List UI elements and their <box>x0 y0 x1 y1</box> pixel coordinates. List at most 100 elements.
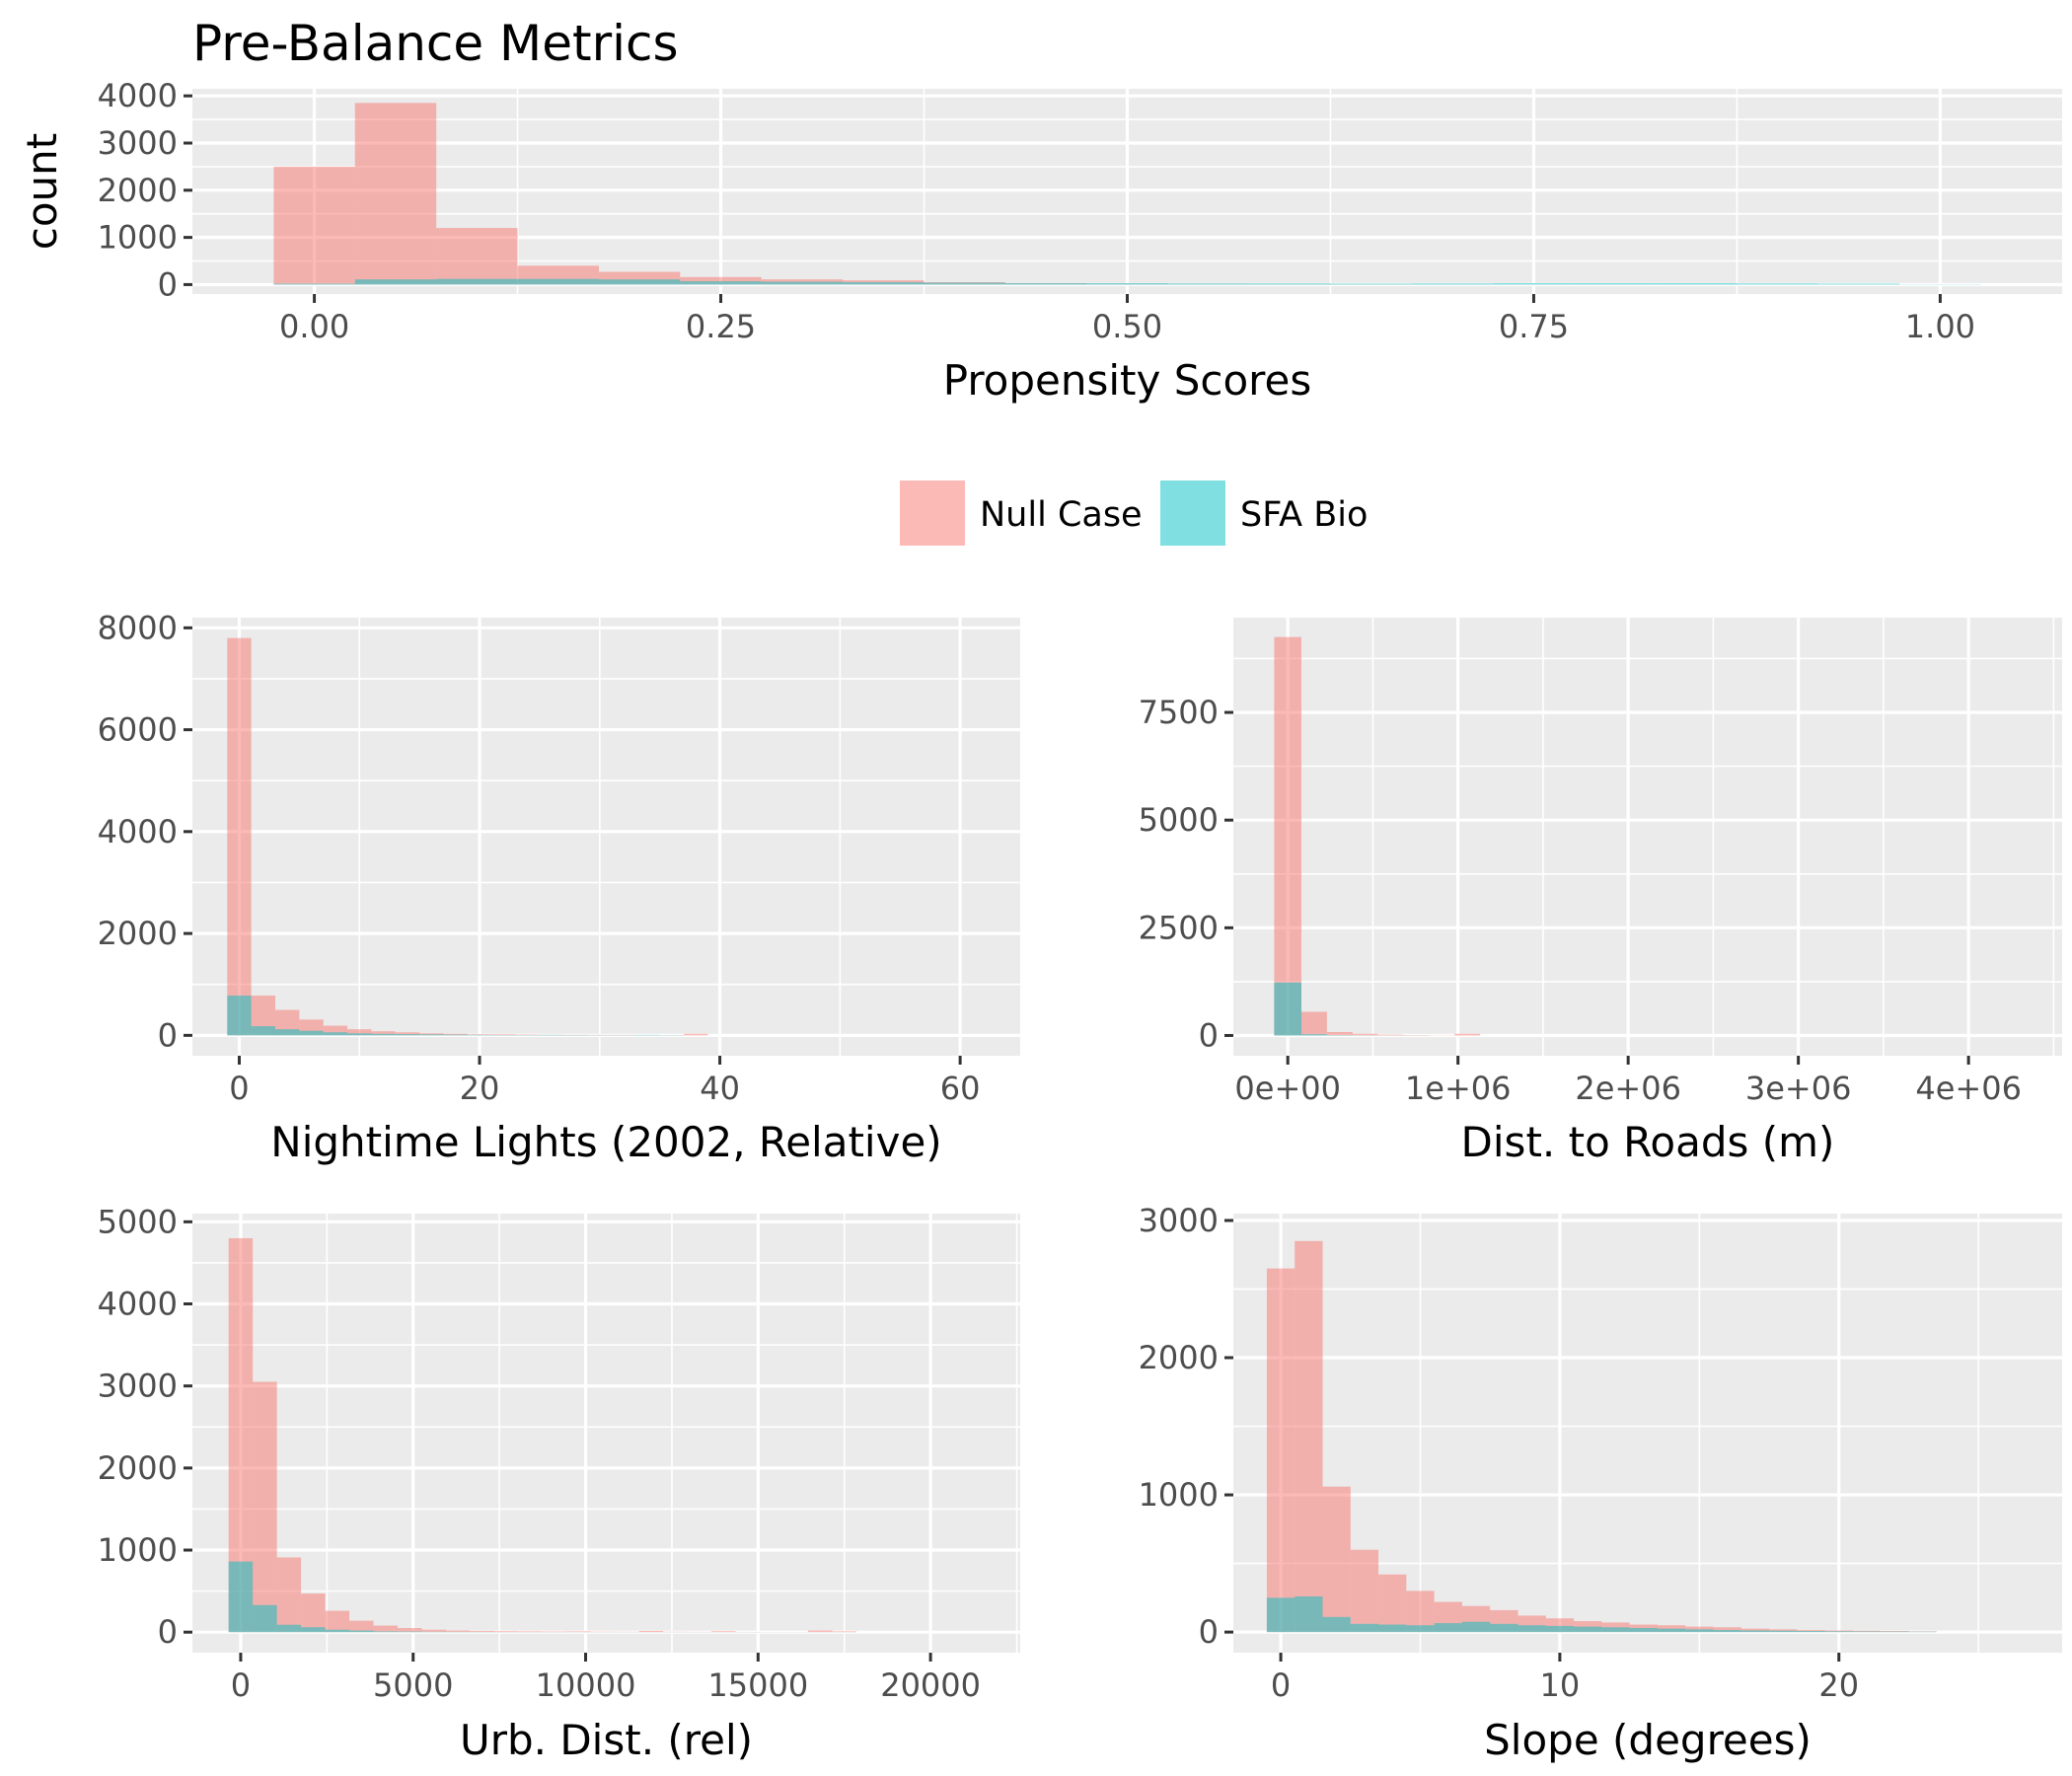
histogram-bar <box>421 1629 446 1633</box>
series-null-case <box>1274 636 1481 1036</box>
y-tick-label: 3000 <box>98 124 178 162</box>
x-tick-label: 0.75 <box>1499 308 1569 345</box>
histogram-bar <box>542 1631 567 1633</box>
histogram-bar <box>539 1034 564 1036</box>
histogram-bar <box>1300 1011 1327 1036</box>
x-tick-label: 0.25 <box>686 308 756 345</box>
y-tick-label: 2000 <box>98 915 178 952</box>
histogram-bar <box>587 1034 612 1036</box>
histogram-bar <box>1824 1631 1853 1633</box>
histogram-bar <box>323 1025 348 1036</box>
histogram-bar <box>419 1033 444 1036</box>
histogram-bar <box>1350 1623 1379 1633</box>
x-tick-label: 5000 <box>373 1666 453 1704</box>
histogram-bar <box>1817 283 1900 285</box>
histogram-bar <box>638 1630 664 1633</box>
x-tick-label: 0.00 <box>279 308 349 345</box>
chart-panels: 0.00 0.25 0.50 0.75 1.0001000200030004000Pro… <box>18 77 2062 1764</box>
x-tick-label: 20 <box>1818 1666 1859 1704</box>
y-tick-label: 1000 <box>1139 1476 1219 1514</box>
histogram-bar <box>467 1034 492 1036</box>
y-tick-label: 5000 <box>1139 801 1219 839</box>
y-tick-label: 1000 <box>98 1531 178 1569</box>
histogram-bar <box>227 996 252 1036</box>
series-sfa-bio <box>227 996 685 1036</box>
histogram-bar <box>325 1610 350 1633</box>
x-axis-title: Nightime Lights (2002, Relative) <box>270 1118 941 1166</box>
y-tick-label: 0 <box>1199 1613 1219 1651</box>
x-tick-label: 60 <box>940 1070 981 1107</box>
x-tick-label: 10 <box>1540 1666 1581 1704</box>
plot-background <box>192 1214 1020 1653</box>
histogram-bar <box>301 1627 326 1633</box>
histogram-bar <box>598 279 681 285</box>
x-tick-label: 0 <box>231 1666 251 1704</box>
histogram-bar <box>1656 283 1738 285</box>
histogram-bar <box>1740 1628 1770 1633</box>
legend: Null Case SFA Bio <box>900 481 1368 546</box>
x-tick-label: 40 <box>700 1070 740 1107</box>
histogram-bar <box>843 282 925 285</box>
histogram-bar <box>443 1034 468 1036</box>
histogram-bar <box>445 1630 471 1633</box>
series-sfa-bio <box>228 1561 856 1633</box>
histogram-bar <box>1326 1031 1353 1036</box>
y-tick-label: 7500 <box>1139 694 1219 731</box>
histogram-bar <box>1377 1034 1404 1036</box>
histogram-bar <box>251 1026 276 1036</box>
histogram-bar <box>470 1630 494 1633</box>
histogram-bar <box>273 166 355 285</box>
histogram-bar <box>1740 1630 1770 1633</box>
histogram-bar <box>1737 283 1818 285</box>
histogram-bar <box>436 228 518 285</box>
histogram-bar <box>611 1034 636 1036</box>
histogram-bar <box>395 1034 420 1036</box>
histogram-bar <box>1004 283 1087 285</box>
histogram-bar <box>1657 1628 1686 1633</box>
y-tick-label: 2000 <box>1139 1339 1219 1376</box>
series-null-case <box>1266 1240 1937 1633</box>
y-axis-title: count <box>18 133 66 251</box>
x-tick-label: 0e+00 <box>1234 1070 1341 1107</box>
y-tick-label: 2000 <box>98 172 178 209</box>
y-tick-label: 4000 <box>98 77 178 114</box>
histogram-bar <box>436 278 518 285</box>
histogram-bar <box>1434 1623 1462 1633</box>
histogram-bar <box>924 282 1005 285</box>
histogram-bar <box>1266 1597 1295 1633</box>
y-tick-label: 3000 <box>1139 1202 1219 1239</box>
histogram-bar <box>398 1631 422 1633</box>
x-tick-label: 20 <box>460 1070 500 1107</box>
histogram-bar <box>1493 283 1575 285</box>
histogram-bar <box>1406 1625 1435 1633</box>
histogram-bar <box>395 1032 420 1036</box>
histogram-bar <box>1274 982 1301 1036</box>
histogram-bar <box>325 1629 350 1633</box>
histogram-bar <box>1352 1033 1378 1036</box>
histogram-bar <box>299 1030 324 1036</box>
histogram-bar <box>566 1631 591 1633</box>
histogram-bar <box>680 281 762 285</box>
y-tick-label: 0 <box>158 1613 178 1651</box>
x-tick-label: 0.50 <box>1092 308 1162 345</box>
histogram-bar <box>1411 283 1494 285</box>
histogram-bar <box>1797 1631 1825 1633</box>
histogram-bar <box>227 637 252 1036</box>
legend-key-null-case <box>900 481 965 546</box>
y-tick-label: 1000 <box>98 219 178 257</box>
histogram-bar <box>276 1624 302 1633</box>
histogram-bar <box>1713 1627 1741 1633</box>
chart-panel-urban: 0 5000 10000 15000 20000 0 1000 2000 3000 4000 500… <box>98 1203 1020 1764</box>
histogram-bar <box>253 1381 277 1633</box>
chart-panel-propensity: 0.00 0.25 0.50 0.75 1.00 0 1000 2000 3000 4000 Pro… <box>18 77 2062 405</box>
chart-panel-roads: 0e+00 1e+06 2e+06 3e+06 4e+06 0 2500 5000 7500 Di… <box>1139 618 2062 1166</box>
histogram-bar <box>493 1631 519 1633</box>
histogram-bar <box>1574 283 1657 285</box>
x-tick-label: 2e+06 <box>1575 1070 1681 1107</box>
y-tick-label: 5000 <box>98 1203 178 1240</box>
histogram-bar <box>1330 283 1412 285</box>
histogram-bar <box>684 1033 708 1036</box>
histogram-bar <box>323 1032 348 1036</box>
y-tick-label: 0 <box>158 1016 178 1054</box>
histogram-bar <box>515 1034 540 1036</box>
